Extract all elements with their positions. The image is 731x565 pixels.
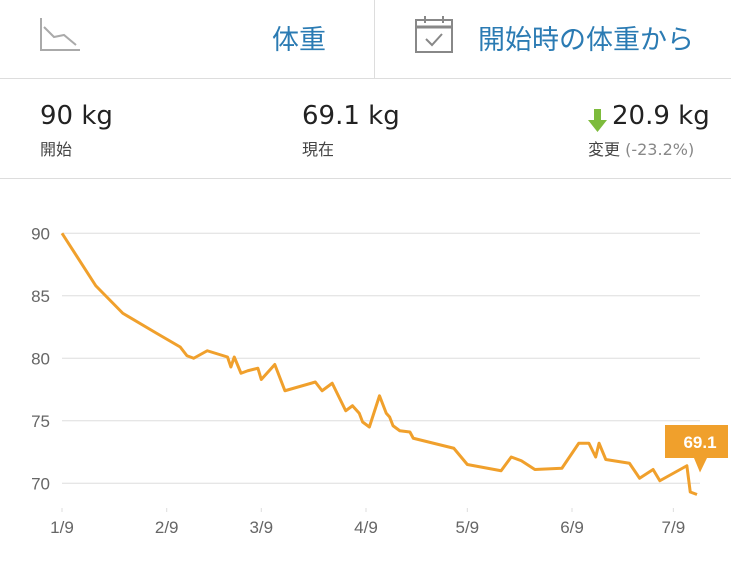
y-tick-label: 75 <box>31 412 50 431</box>
change-label: 変更 <box>588 140 621 159</box>
chart-icon[interactable] <box>38 15 84 55</box>
current-value: 69.1 kg <box>302 101 400 131</box>
callout-box <box>665 425 728 473</box>
tab-weight[interactable]: 体重 <box>272 25 326 56</box>
change-value: 20.9 kg <box>612 101 710 131</box>
down-arrow <box>588 109 607 132</box>
x-tick-label: 2/9 <box>155 518 179 537</box>
calendar-icon[interactable] <box>414 14 456 56</box>
x-tick-label: 3/9 <box>249 518 273 537</box>
weight-line <box>60 232 698 496</box>
current-value-label: 69.1 <box>683 433 716 452</box>
x-tick-label: 7/9 <box>662 518 686 537</box>
x-tick-label: 4/9 <box>354 518 378 537</box>
stats: 90 kg 開始 69.1 kg 現在 20.9 kg 変更 (-23.2%) <box>0 79 731 179</box>
y-tick-label: 85 <box>31 287 50 306</box>
x-tick-label: 6/9 <box>560 518 584 537</box>
tab-from-start[interactable]: 開始時の体重から <box>478 25 694 56</box>
start-label: 開始 <box>40 140 73 159</box>
current-label: 現在 <box>302 140 335 159</box>
header: 体重 開始時の体重から <box>0 0 731 79</box>
y-tick-label: 90 <box>31 224 50 243</box>
y-tick-label: 70 <box>31 474 50 493</box>
y-tick-label: 80 <box>31 349 50 368</box>
change-row: 変更 (-23.2%) <box>588 136 694 160</box>
x-tick-label: 1/9 <box>50 518 74 537</box>
x-tick-label: 5/9 <box>455 518 479 537</box>
divider <box>374 0 375 78</box>
change-percent: (-23.2%) <box>625 140 695 159</box>
start-value: 90 kg <box>40 101 113 131</box>
